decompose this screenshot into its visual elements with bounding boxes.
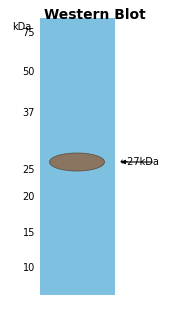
- Text: ←27kDa: ←27kDa: [120, 157, 160, 167]
- Text: 37: 37: [23, 108, 35, 118]
- Text: 75: 75: [22, 28, 35, 38]
- Ellipse shape: [50, 153, 104, 171]
- Text: 10: 10: [23, 263, 35, 273]
- Text: 15: 15: [23, 228, 35, 238]
- Text: 50: 50: [23, 67, 35, 77]
- Text: Western Blot: Western Blot: [44, 8, 146, 22]
- Text: kDa: kDa: [12, 22, 31, 32]
- Bar: [40, 18, 115, 295]
- Text: 20: 20: [23, 192, 35, 202]
- Text: 25: 25: [22, 165, 35, 175]
